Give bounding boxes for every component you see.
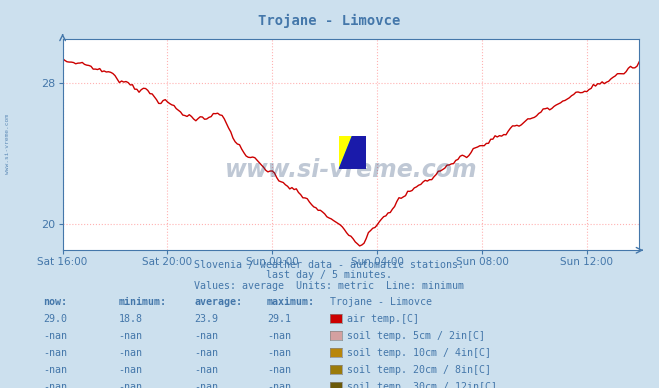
- Text: -nan: -nan: [119, 348, 142, 358]
- Text: 29.1: 29.1: [267, 314, 291, 324]
- Text: now:: now:: [43, 297, 67, 307]
- Text: soil temp. 30cm / 12in[C]: soil temp. 30cm / 12in[C]: [347, 382, 497, 388]
- Text: -nan: -nan: [194, 331, 218, 341]
- Text: Slovenia / weather data - automatic stations.: Slovenia / weather data - automatic stat…: [194, 260, 465, 270]
- Polygon shape: [339, 136, 366, 169]
- Text: Values: average  Units: metric  Line: minimum: Values: average Units: metric Line: mini…: [194, 281, 465, 291]
- Text: -nan: -nan: [43, 382, 67, 388]
- Text: -nan: -nan: [194, 382, 218, 388]
- Text: www.si-vreme.com: www.si-vreme.com: [5, 114, 11, 173]
- Text: soil temp. 20cm / 8in[C]: soil temp. 20cm / 8in[C]: [347, 365, 491, 375]
- Text: -nan: -nan: [119, 331, 142, 341]
- Text: air temp.[C]: air temp.[C]: [347, 314, 418, 324]
- Text: www.si-vreme.com: www.si-vreme.com: [225, 158, 477, 182]
- Text: average:: average:: [194, 297, 243, 307]
- Polygon shape: [339, 136, 366, 169]
- Polygon shape: [339, 136, 366, 169]
- Text: soil temp. 10cm / 4in[C]: soil temp. 10cm / 4in[C]: [347, 348, 491, 358]
- Text: -nan: -nan: [194, 365, 218, 375]
- Text: -nan: -nan: [267, 348, 291, 358]
- Text: Trojane - Limovce: Trojane - Limovce: [330, 297, 432, 307]
- Text: 29.0: 29.0: [43, 314, 67, 324]
- Text: last day / 5 minutes.: last day / 5 minutes.: [266, 270, 393, 281]
- Text: -nan: -nan: [267, 331, 291, 341]
- Text: -nan: -nan: [119, 365, 142, 375]
- Text: -nan: -nan: [43, 348, 67, 358]
- Text: Trojane - Limovce: Trojane - Limovce: [258, 14, 401, 28]
- Text: -nan: -nan: [43, 331, 67, 341]
- Text: -nan: -nan: [267, 382, 291, 388]
- Polygon shape: [353, 136, 366, 152]
- Text: -nan: -nan: [194, 348, 218, 358]
- Text: soil temp. 5cm / 2in[C]: soil temp. 5cm / 2in[C]: [347, 331, 484, 341]
- Text: -nan: -nan: [119, 382, 142, 388]
- Text: minimum:: minimum:: [119, 297, 167, 307]
- Text: -nan: -nan: [43, 365, 67, 375]
- Text: 18.8: 18.8: [119, 314, 142, 324]
- Text: 23.9: 23.9: [194, 314, 218, 324]
- Text: maximum:: maximum:: [267, 297, 315, 307]
- Text: -nan: -nan: [267, 365, 291, 375]
